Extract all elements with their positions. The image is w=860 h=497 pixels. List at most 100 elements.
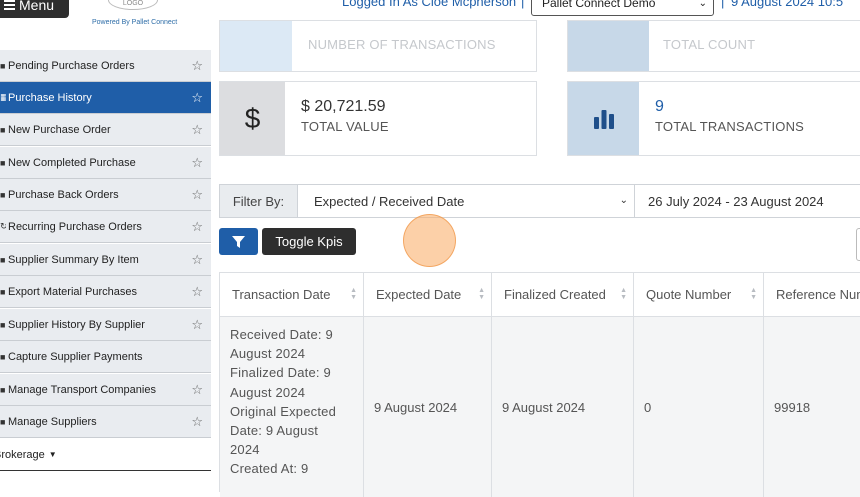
money-icon: ■ [0, 351, 6, 362]
logged-in-text: Logged In As Cloe Mcpherson [342, 0, 517, 9]
detail-line: Created At: 9 [230, 461, 309, 477]
star-icon[interactable]: ☆ [191, 414, 203, 429]
sidebar-item-purchase-back-orders[interactable]: ■ Purchase Back Orders ☆ [0, 179, 211, 211]
sidebar-item-capture-supplier-payments[interactable]: ■ Capture Supplier Payments [0, 341, 211, 373]
column-header-finalized-created[interactable]: Finalized Created ▲ ▼ [492, 273, 634, 317]
sidebar-item-new-completed-purchase[interactable]: ■ New Completed Purchase ☆ [0, 147, 211, 179]
sort-icon: ▲ ▼ [350, 287, 357, 301]
users-icon: ■ [0, 416, 6, 427]
sidebar-item-pending-purchase-orders[interactable]: ■ Pending Purchase Orders ☆ [0, 50, 211, 82]
kpi-label: TOTAL VALUE [301, 119, 389, 134]
table-cell-finalized-created: 9 August 2024 [492, 317, 634, 497]
kpi-value: 9 [655, 98, 664, 115]
sidebar-item-label: Capture Supplier Payments [8, 350, 143, 363]
sidebar-item-label: New Purchase Order [8, 123, 111, 136]
toggle-kpis-button[interactable]: Toggle Kpis [262, 228, 356, 255]
purchase-history-table: Transaction Date ▲ ▼ Expected Date ▲ ▼ Fin… [219, 272, 860, 497]
star-icon[interactable]: ☆ [191, 317, 203, 332]
column-header-reference-number[interactable]: Reference Num [764, 273, 860, 317]
sidebar-item-label: Supplier Summary By Item [8, 253, 139, 266]
refresh-icon: ↻ [0, 221, 6, 231]
company-select[interactable]: Pallet Connect Demo ⌄ [531, 0, 714, 16]
sidebar-item-supplier-summary-by-item[interactable]: ■ Supplier Summary By Item ☆ [0, 244, 211, 276]
sidebar-item-manage-transport-companies[interactable]: ■ Manage Transport Companies ☆ [0, 374, 211, 406]
truck-icon: ■ [0, 384, 6, 395]
detail-line: August 2024 [230, 384, 306, 400]
apply-filter-button[interactable] [219, 228, 258, 255]
menu-button[interactable]: Menu [0, 0, 69, 18]
chevron-down-icon: ⌄ [619, 195, 628, 206]
star-icon[interactable]: ☆ [191, 187, 203, 202]
sidebar: ■ Pending Purchase Orders ☆ ▦ Purchase H… [0, 50, 211, 482]
filter-icon [232, 235, 245, 248]
filter-label: Filter By: [220, 185, 298, 217]
sidebar-item-label: Manage Transport Companies [8, 383, 156, 396]
kpi-label: NUMBER OF TRANSACTIONS [308, 37, 496, 52]
sidebar-item-brokerage[interactable]: Brokerage ▼ [0, 439, 211, 471]
sort-icon: ▲ ▼ [620, 287, 627, 301]
kpi-value: $ 20,721.59 [301, 98, 386, 115]
company-select-value: Pallet Connect Demo [542, 0, 656, 10]
chart-icon: ■ [0, 319, 6, 330]
bar-chart-icon [568, 82, 639, 155]
chevron-down-icon: ⌄ [698, 0, 707, 9]
sidebar-item-label: Export Material Purchases [8, 285, 137, 298]
sidebar-item-supplier-history-by-supplier[interactable]: ■ Supplier History By Supplier ☆ [0, 309, 211, 341]
sidebar-item-manage-suppliers[interactable]: ■ Manage Suppliers ☆ [0, 406, 211, 438]
truck-icon: ■ [0, 157, 6, 168]
star-icon[interactable]: ☆ [191, 58, 203, 73]
kpi-tile [220, 21, 292, 71]
filter-select-value: Expected / Received Date [314, 193, 465, 209]
table-cell-transaction-details: Received Date: 9 August 2024 Finalized D… [220, 317, 364, 497]
cart-icon: ■ [0, 60, 6, 71]
star-icon[interactable]: ☆ [191, 382, 203, 397]
kpi-card-transactions-count: NUMBER OF TRANSACTIONS [219, 20, 537, 72]
sort-icon: ▲ ▼ [478, 287, 485, 301]
sidebar-item-export-material-purchases[interactable]: ■ Export Material Purchases ☆ [0, 276, 211, 308]
detail-line: Date: 9 August [230, 423, 319, 439]
header-separator: | [721, 0, 725, 9]
star-icon[interactable]: ☆ [191, 219, 203, 234]
kpi-card-total-count: TOTAL COUNT [567, 20, 860, 72]
date-range-input[interactable]: 26 July 2024 - 23 August 2024 [648, 193, 824, 209]
caret-down-icon: ▼ [48, 450, 57, 459]
sidebar-item-purchase-history[interactable]: ▦ Purchase History ☆ [0, 82, 211, 114]
hamburger-icon [4, 0, 15, 12]
export-icon: ■ [0, 286, 6, 297]
sidebar-item-label: Manage Suppliers [8, 415, 97, 428]
star-icon[interactable]: ☆ [191, 90, 203, 105]
dollar-icon: $ [220, 82, 285, 155]
table-options-control[interactable] [856, 228, 860, 261]
menu-label: Menu [19, 0, 55, 13]
cart-icon: ■ [0, 189, 6, 200]
detail-line: Original Expected [230, 403, 337, 419]
sidebar-item-label: Supplier History By Supplier [8, 318, 145, 331]
kpi-card-total-transactions: 9 TOTAL TRANSACTIONS [567, 81, 860, 156]
header-date: 9 August 2024 10:5 [731, 0, 844, 9]
kpi-label: TOTAL COUNT [663, 37, 756, 52]
table-cell-quote-number: 0 [634, 317, 764, 497]
sidebar-item-recurring-purchase-orders[interactable]: ↻ Recurring Purchase Orders ☆ [0, 211, 211, 243]
kpi-card-total-value: $ $ 20,721.59 TOTAL VALUE [219, 81, 537, 156]
table-cell-reference: 99918 [764, 317, 860, 497]
click-indicator [403, 214, 456, 267]
file-icon: ■ [0, 124, 6, 135]
filter-by-select[interactable]: Expected / Received Date ⌄ [298, 185, 635, 217]
kpi-tile [568, 21, 649, 71]
column-header-transaction-date[interactable]: Transaction Date ▲ ▼ [220, 273, 364, 317]
company-logo: LOGO [108, 0, 158, 10]
list-icon: ▦ [0, 92, 6, 102]
star-icon[interactable]: ☆ [191, 252, 203, 267]
filter-bar: Filter By: Expected / Received Date ⌄ 26… [219, 184, 860, 218]
sidebar-item-label: New Completed Purchase [8, 156, 136, 169]
header-separator: | [521, 0, 525, 9]
column-header-expected-date[interactable]: Expected Date ▲ ▼ [364, 273, 492, 317]
star-icon[interactable]: ☆ [191, 155, 203, 170]
star-icon[interactable]: ☆ [191, 122, 203, 137]
star-icon[interactable]: ☆ [191, 284, 203, 299]
detail-line: August 2024 [230, 346, 306, 362]
column-header-quote-number[interactable]: Quote Number ▲ ▼ [634, 273, 764, 317]
sidebar-item-new-purchase-order[interactable]: ■ New Purchase Order ☆ [0, 114, 211, 146]
sidebar-item-label: Purchase Back Orders [8, 188, 119, 201]
sidebar-item-label: Brokerage [0, 448, 45, 461]
